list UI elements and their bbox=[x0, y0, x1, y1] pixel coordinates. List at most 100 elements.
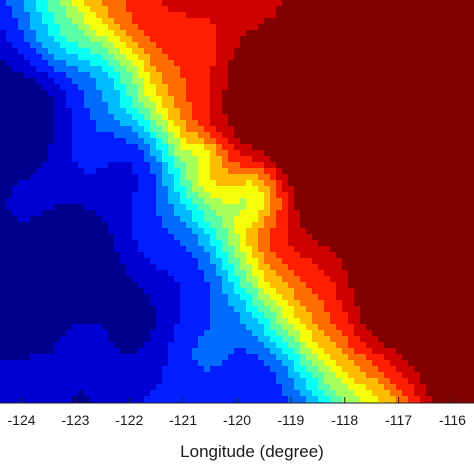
heatmap-cell bbox=[462, 108, 469, 115]
heatmap-cell bbox=[300, 198, 307, 205]
heatmap-cell bbox=[12, 306, 19, 313]
heatmap-cell bbox=[408, 90, 415, 97]
heatmap-cell bbox=[78, 6, 85, 13]
heatmap-cell bbox=[288, 258, 295, 265]
heatmap-cell bbox=[174, 288, 181, 295]
heatmap-cell bbox=[288, 156, 295, 163]
heatmap-cell bbox=[336, 42, 343, 49]
heatmap-cell bbox=[168, 6, 175, 13]
heatmap-cell bbox=[342, 204, 349, 211]
heatmap-cell bbox=[366, 96, 373, 103]
heatmap-cell bbox=[162, 84, 169, 91]
heatmap-cell bbox=[84, 372, 91, 379]
heatmap-cell bbox=[162, 330, 169, 337]
heatmap-cell bbox=[330, 234, 337, 241]
heatmap-cell bbox=[330, 372, 337, 379]
heatmap-cell bbox=[192, 0, 199, 7]
heatmap-cell bbox=[420, 330, 427, 337]
heatmap-cell bbox=[198, 42, 205, 49]
heatmap-cell bbox=[402, 120, 409, 127]
heatmap-cell bbox=[18, 132, 25, 139]
heatmap-cell bbox=[48, 144, 55, 151]
heatmap-cell bbox=[192, 180, 199, 187]
heatmap-cell bbox=[18, 96, 25, 103]
heatmap-cell bbox=[306, 156, 313, 163]
heatmap-cell bbox=[354, 120, 361, 127]
heatmap-cell bbox=[234, 90, 241, 97]
heatmap-cell bbox=[198, 18, 205, 25]
heatmap-cell bbox=[300, 336, 307, 343]
heatmap-cell bbox=[252, 138, 259, 145]
heatmap-cell bbox=[132, 330, 139, 337]
heatmap-cell bbox=[234, 48, 241, 55]
heatmap-cell bbox=[438, 216, 445, 223]
heatmap-cell bbox=[144, 288, 151, 295]
heatmap-cell bbox=[462, 138, 469, 145]
heatmap-cell bbox=[438, 354, 445, 361]
heatmap-cell bbox=[186, 18, 193, 25]
heatmap-cell bbox=[222, 246, 229, 253]
heatmap-cell bbox=[36, 24, 43, 31]
heatmap-cell bbox=[126, 168, 133, 175]
heatmap-cell bbox=[30, 372, 37, 379]
heatmap-cell bbox=[288, 78, 295, 85]
heatmap-cell bbox=[246, 348, 253, 355]
heatmap-cell bbox=[396, 54, 403, 61]
heatmap-cell bbox=[324, 192, 331, 199]
heatmap-cell bbox=[336, 300, 343, 307]
heatmap-cell bbox=[12, 342, 19, 349]
heatmap-cell bbox=[324, 198, 331, 205]
heatmap-cell bbox=[354, 270, 361, 277]
heatmap-cell bbox=[102, 354, 109, 361]
heatmap-cell bbox=[138, 24, 145, 31]
heatmap-cell bbox=[108, 354, 115, 361]
heatmap-cell bbox=[438, 144, 445, 151]
heatmap-cell bbox=[258, 258, 265, 265]
heatmap-cell bbox=[60, 114, 67, 121]
heatmap-cell bbox=[78, 42, 85, 49]
heatmap-cell bbox=[402, 174, 409, 181]
heatmap-cell bbox=[294, 276, 301, 283]
heatmap-cell bbox=[126, 288, 133, 295]
heatmap-cell bbox=[366, 294, 373, 301]
heatmap-cell bbox=[228, 36, 235, 43]
heatmap-cell bbox=[360, 264, 367, 271]
heatmap-cell bbox=[12, 222, 19, 229]
heatmap-cell bbox=[330, 306, 337, 313]
heatmap-cell bbox=[180, 234, 187, 241]
heatmap-cell bbox=[252, 228, 259, 235]
heatmap-cell bbox=[102, 336, 109, 343]
heatmap-cell bbox=[6, 294, 13, 301]
heatmap-cell bbox=[336, 258, 343, 265]
heatmap-cell bbox=[84, 42, 91, 49]
heatmap-cell bbox=[462, 276, 469, 283]
heatmap-cell bbox=[156, 6, 163, 13]
heatmap-cell bbox=[336, 240, 343, 247]
heatmap-cell bbox=[426, 252, 433, 259]
heatmap-cell bbox=[186, 300, 193, 307]
heatmap-cell bbox=[126, 186, 133, 193]
heatmap-cell bbox=[438, 324, 445, 331]
heatmap-cell bbox=[408, 264, 415, 271]
heatmap-cell bbox=[48, 66, 55, 73]
heatmap-cell bbox=[426, 372, 433, 379]
heatmap-cell bbox=[384, 354, 391, 361]
heatmap-cell bbox=[306, 150, 313, 157]
heatmap-cell bbox=[228, 126, 235, 133]
heatmap-cell bbox=[84, 6, 91, 13]
heatmap-cell bbox=[372, 348, 379, 355]
heatmap-cell bbox=[180, 66, 187, 73]
heatmap-cell bbox=[438, 60, 445, 67]
heatmap-cell bbox=[372, 84, 379, 91]
heatmap-cell bbox=[114, 318, 121, 325]
heatmap-cell bbox=[12, 78, 19, 85]
heatmap-cell bbox=[0, 18, 7, 25]
heatmap-cell bbox=[450, 90, 457, 97]
heatmap-cell bbox=[324, 312, 331, 319]
heatmap-cell bbox=[156, 162, 163, 169]
heatmap-cell bbox=[384, 264, 391, 271]
heatmap-cell bbox=[0, 330, 7, 337]
heatmap-cell bbox=[156, 66, 163, 73]
heatmap-cell bbox=[354, 42, 361, 49]
heatmap-cell bbox=[96, 48, 103, 55]
